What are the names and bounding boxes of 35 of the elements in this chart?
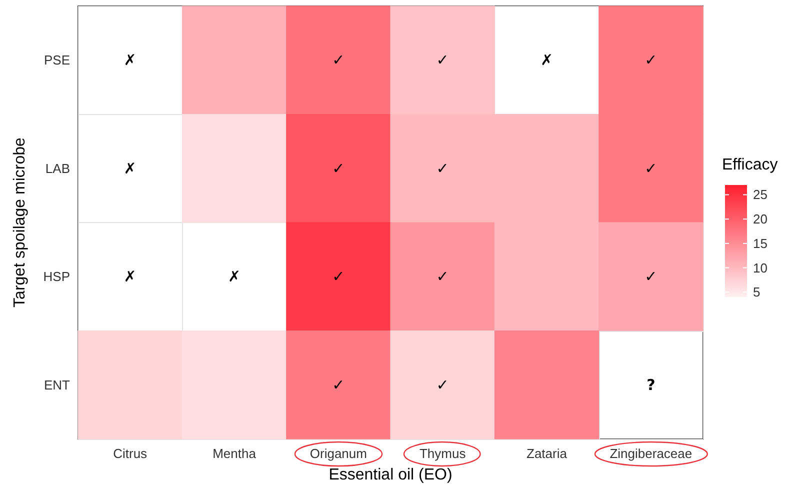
x-tick-label: Origanum [310, 446, 367, 461]
text: ✗ [228, 268, 241, 286]
color-bar-label: 20 [753, 212, 768, 227]
y-tick-label: HSP [43, 269, 70, 284]
text: ✗ [124, 159, 136, 178]
data-label: ✓ [436, 268, 449, 286]
data-label: ✓ [332, 51, 345, 70]
data-label: ✓ [332, 376, 345, 394]
x-tick-label: Zataria [526, 446, 568, 461]
data-label: ✓ [436, 159, 449, 178]
color-bar-label: 15 [753, 236, 768, 251]
data-label: ✓ [332, 159, 345, 178]
color-bar-title: Efficacy [722, 156, 778, 174]
y-tick-label: ENT [44, 377, 70, 392]
x-tick-label: Mentha [212, 446, 257, 461]
data-label: ✓ [436, 376, 449, 394]
data-label: ✓ [436, 51, 449, 70]
text: ✗ [124, 51, 136, 70]
data-label: ✓ [332, 268, 345, 286]
color-bar-label: 5 [753, 284, 760, 300]
color-bar-label: 10 [753, 260, 768, 276]
x-tick-label: Citrus [113, 446, 148, 461]
data-label: ✓ [644, 159, 658, 178]
text: ✗ [124, 268, 136, 286]
data-label: ✓ [644, 268, 658, 286]
y-axis-title: Target spoilage microbe [12, 137, 28, 308]
data-label: ✓ [644, 51, 658, 70]
x-tick-label: Thymus [419, 446, 466, 461]
x-axis-title: Essential oil (EO) [328, 466, 452, 484]
text: ✗ [540, 51, 554, 70]
color-bar-label: 25 [753, 187, 768, 202]
y-tick-label: PSE [44, 52, 70, 68]
x-tick-label: Zingiberaceae [610, 446, 692, 461]
y-tick-label: LAB [45, 160, 70, 176]
text: ? [646, 376, 656, 394]
